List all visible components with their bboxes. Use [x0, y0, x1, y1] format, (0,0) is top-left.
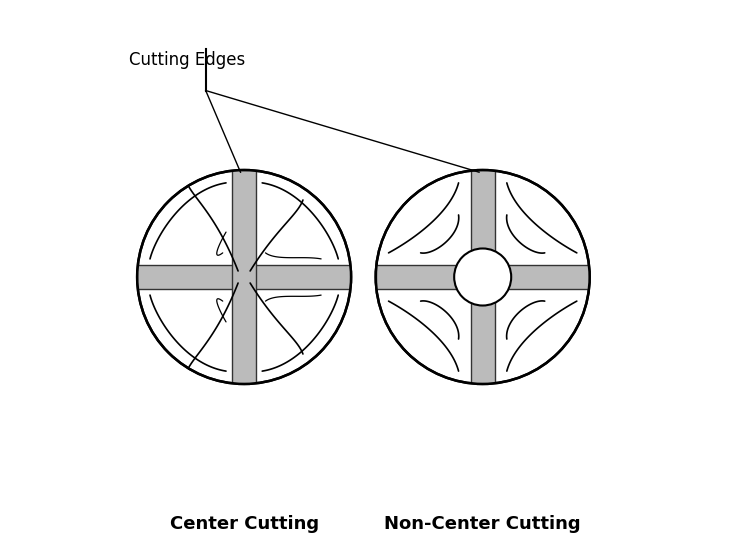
- Bar: [376, 265, 589, 289]
- Bar: [471, 170, 495, 384]
- Bar: [137, 265, 351, 289]
- Text: Non-Center Cutting: Non-Center Cutting: [384, 515, 581, 533]
- Text: Cutting Edges: Cutting Edges: [129, 52, 245, 69]
- Bar: [232, 170, 256, 384]
- Circle shape: [137, 170, 351, 384]
- Circle shape: [376, 170, 589, 384]
- Text: Center Cutting: Center Cutting: [169, 515, 319, 533]
- Circle shape: [454, 249, 511, 305]
